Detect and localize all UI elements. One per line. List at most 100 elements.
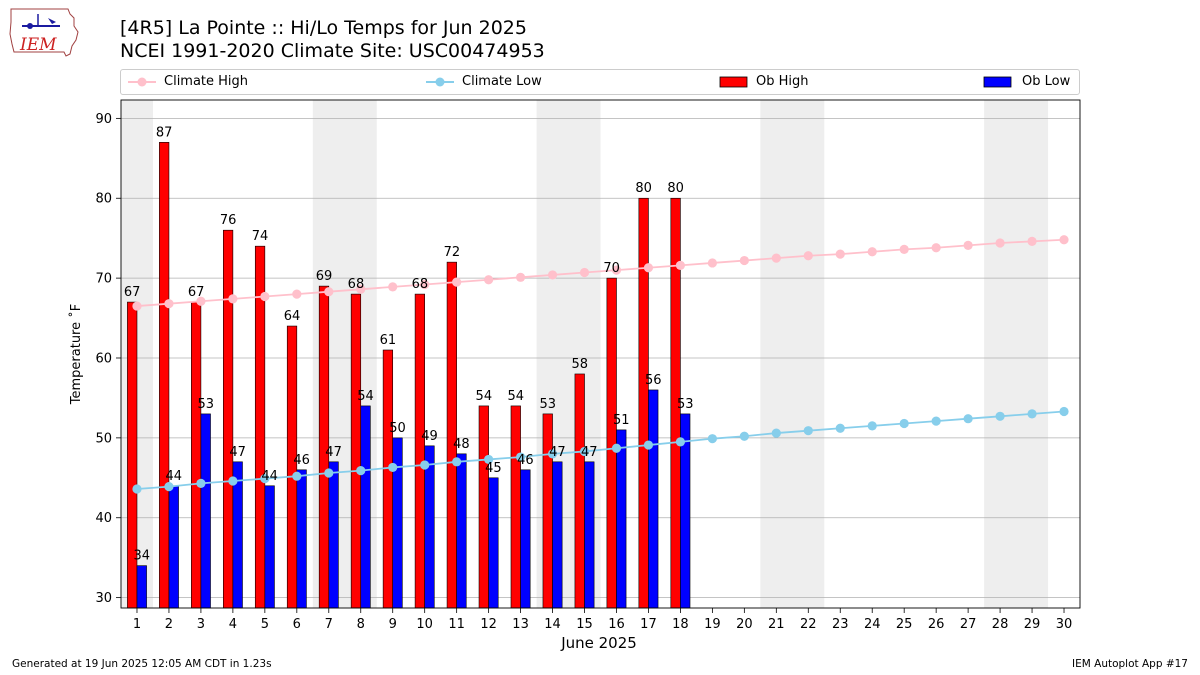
point-climate-low-1 [132,484,142,494]
point-climate-low-18 [675,437,686,447]
bar-ob-high-16 [606,277,617,609]
bar-ob-high-6 [286,325,298,609]
label-ob-low-2: 44 [165,469,182,484]
app-credit: IEM Autoplot App #17 [1072,658,1188,670]
legend-label-climate-low: Climate Low [462,74,542,89]
x-tick-label-14: 14 [544,617,561,632]
legend-marker-climate-low [426,77,454,87]
label-ob-low-5: 44 [261,469,278,484]
label-ob-low-9: 50 [389,421,406,436]
x-tick-label-24: 24 [864,617,881,632]
x-tick-label-8: 8 [357,617,365,632]
bar-ob-high-12 [478,405,489,609]
x-tick-label-30: 30 [1056,617,1073,632]
bar-ob-low-4 [232,461,243,609]
point-climate-high-10 [420,279,430,290]
bar-ob-low-14 [552,461,563,609]
x-tick-label-9: 9 [389,617,397,632]
label-ob-high-1: 67 [124,285,141,300]
label-ob-low-6: 46 [293,453,310,468]
bar-ob-high-5 [254,245,266,609]
point-climate-high-13 [515,272,526,282]
legend-label-ob-high: Ob High [756,74,809,89]
bar-ob-high-15 [574,373,585,609]
iem-logo: IEM [9,8,79,57]
x-tick-label-17: 17 [640,617,657,632]
weekend-shade-2 [536,100,601,608]
point-climate-high-20 [739,255,749,266]
label-ob-low-4: 47 [229,445,246,460]
bar-ob-low-6 [296,469,307,609]
x-tick-label-27: 27 [960,617,977,632]
legend-label-ob-low: Ob Low [1022,74,1071,89]
legend-marker-ob-low [983,76,1012,88]
label-ob-high-18: 80 [667,181,684,196]
point-climate-low-30 [1059,406,1069,417]
point-climate-low-26 [931,416,941,426]
point-climate-low-7 [324,468,334,478]
x-tick-label-10: 10 [416,617,433,632]
x-tick-label-6: 6 [293,617,301,632]
point-climate-low-9 [388,462,398,473]
label-ob-high-3: 67 [188,285,205,300]
x-tick-label-1: 1 [133,617,141,632]
label-ob-high-7: 69 [316,269,333,284]
legend-item-ob-low: Ob Low [983,70,1078,94]
point-climate-low-10 [420,460,430,470]
point-climate-high-7 [324,287,334,297]
logo-text: IEM [19,35,57,55]
point-climate-high-12 [484,275,494,285]
point-climate-high-3 [196,296,206,306]
legend-item-ob-high: Ob High [719,70,879,94]
bar-ob-high-3 [191,301,202,609]
x-tick-label-7: 7 [325,617,333,632]
weekend-shade-1 [312,100,377,608]
point-climate-low-23 [835,423,845,433]
bar-ob-low-13 [520,469,531,609]
point-climate-high-25 [899,244,909,254]
label-ob-low-17: 56 [645,373,662,388]
bar-ob-low-3 [200,413,211,609]
weekend-shade-4 [984,100,1049,608]
point-climate-high-9 [388,282,398,292]
x-tick-label-21: 21 [768,617,785,632]
label-ob-high-13: 54 [508,389,525,404]
line-climate-high [136,238,1065,307]
x-tick-label-22: 22 [800,617,817,632]
legend-item-climate-high: Climate High [127,70,327,94]
bar-ob-low-7 [328,461,339,609]
label-ob-high-2: 87 [156,125,173,140]
bar-ob-low-18 [680,413,691,609]
weekend-shade-3 [760,100,825,608]
point-climate-high-18 [675,260,686,270]
point-climate-low-28 [995,411,1005,421]
label-ob-low-12: 45 [485,461,502,476]
x-tick-label-3: 3 [197,617,205,632]
point-climate-low-12 [484,454,494,465]
y-tick-label-60: 60 [95,351,112,366]
point-climate-low-24 [867,421,877,431]
plot-frame [120,99,1081,609]
point-climate-low-8 [356,466,366,476]
bar-ob-high-18 [670,197,681,609]
bar-ob-high-10 [414,293,425,609]
point-climate-high-28 [995,238,1005,248]
point-climate-low-15 [579,446,590,457]
y-tick-label-80: 80 [95,192,112,207]
bar-ob-high-13 [510,405,521,609]
x-tick-label-19: 19 [704,617,721,632]
x-tick-label-15: 15 [576,617,593,632]
label-ob-high-5: 74 [252,229,269,244]
y-tick-label-90: 90 [95,112,112,127]
point-climate-high-23 [835,249,845,259]
bar-ob-low-2 [168,485,179,609]
point-climate-high-21 [771,253,781,263]
label-ob-low-8: 54 [357,389,374,404]
legend-label-climate-high: Climate High [164,74,249,89]
point-climate-low-14 [547,449,558,459]
generated-timestamp: Generated at 19 Jun 2025 12:05 AM CDT in… [12,658,272,670]
bar-ob-low-9 [392,437,403,609]
x-tick-label-29: 29 [1024,617,1041,632]
point-climate-high-11 [452,277,462,287]
